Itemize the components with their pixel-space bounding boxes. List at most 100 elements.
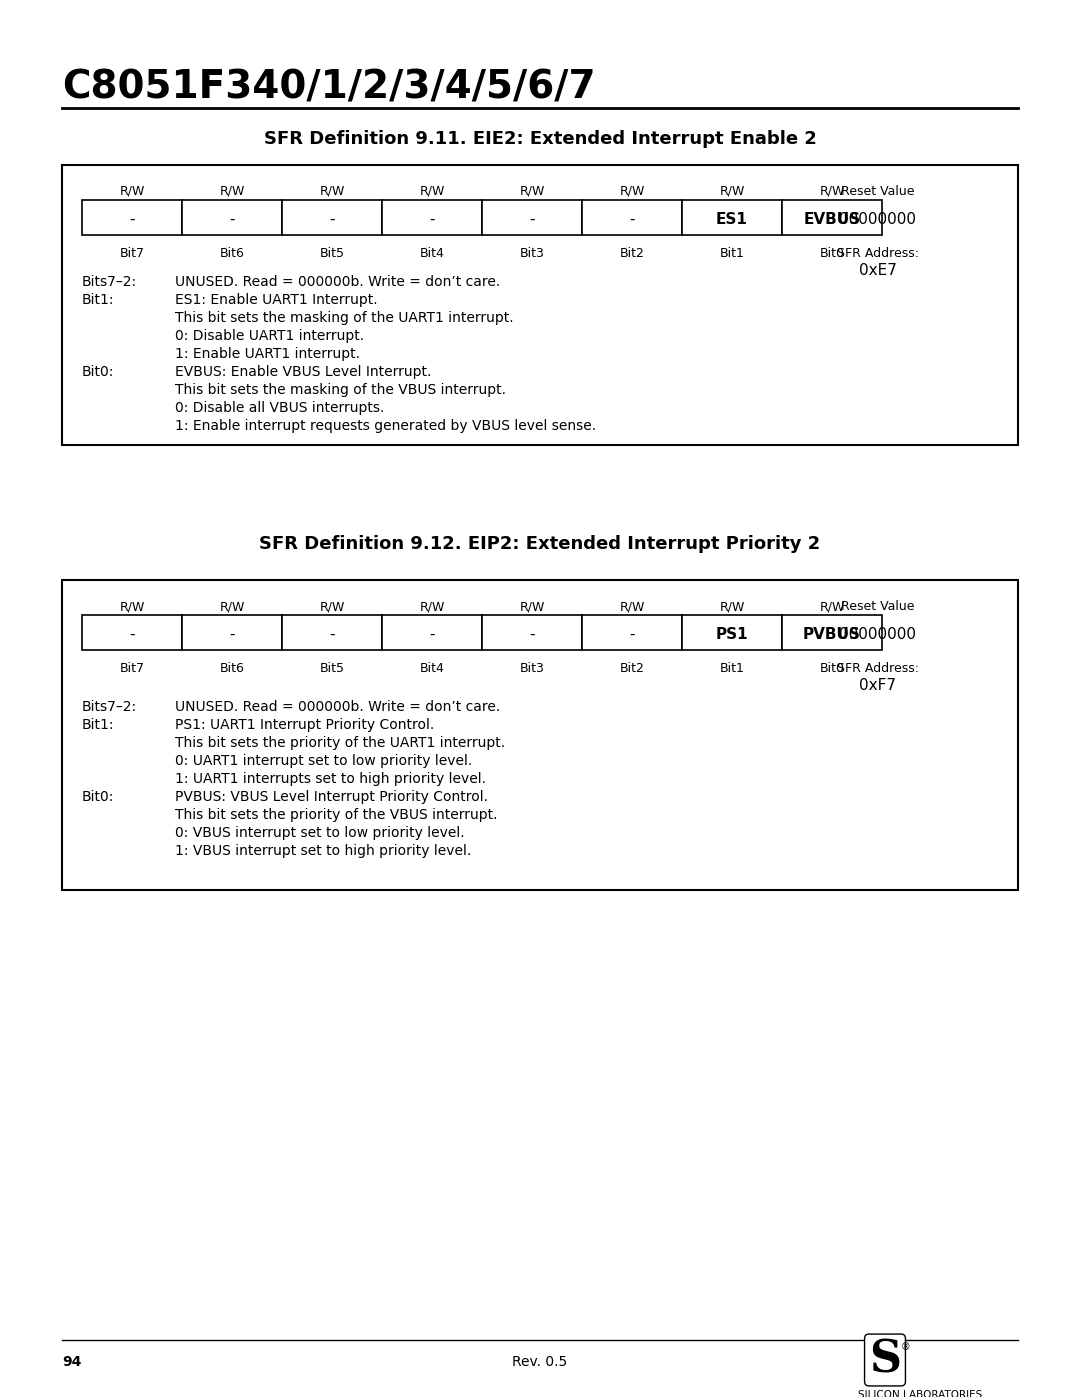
Text: Bit3: Bit3 (519, 247, 544, 260)
Text: S: S (869, 1338, 901, 1382)
Text: SILICON LABORATORIES: SILICON LABORATORIES (858, 1390, 982, 1397)
Text: Bits7–2:: Bits7–2: (82, 275, 137, 289)
Text: -: - (130, 212, 135, 226)
Text: Bit1:: Bit1: (82, 718, 114, 732)
Text: Bit0: Bit0 (820, 662, 845, 675)
Text: -: - (429, 627, 435, 643)
Text: -: - (529, 212, 535, 226)
Text: -: - (429, 212, 435, 226)
Text: C8051F340/1/2/3/4/5/6/7: C8051F340/1/2/3/4/5/6/7 (62, 68, 596, 106)
Text: SFR Definition 9.11. EIE2: Extended Interrupt Enable 2: SFR Definition 9.11. EIE2: Extended Inte… (264, 130, 816, 148)
Text: This bit sets the priority of the VBUS interrupt.: This bit sets the priority of the VBUS i… (175, 807, 498, 821)
Text: Bit6: Bit6 (219, 247, 244, 260)
Bar (282, 200, 382, 235)
Text: R/W: R/W (419, 184, 445, 198)
Text: R/W: R/W (320, 184, 345, 198)
Text: EVBUS: EVBUS (804, 212, 861, 226)
Text: R/W: R/W (719, 599, 745, 613)
Text: PS1: UART1 Interrupt Priority Control.: PS1: UART1 Interrupt Priority Control. (175, 718, 434, 732)
Text: R/W: R/W (219, 599, 245, 613)
Text: R/W: R/W (619, 184, 645, 198)
Bar (782, 200, 882, 235)
Text: Bit7: Bit7 (120, 247, 145, 260)
Text: -: - (229, 627, 234, 643)
Text: Bit5: Bit5 (320, 662, 345, 675)
Text: PVBUS: PVBUS (804, 627, 861, 643)
Text: ®: ® (900, 1343, 909, 1352)
Text: R/W: R/W (419, 599, 445, 613)
Text: Reset Value: Reset Value (841, 184, 915, 198)
Text: 0xF7: 0xF7 (860, 678, 896, 693)
Text: -: - (630, 212, 635, 226)
Text: 00000000: 00000000 (839, 627, 917, 643)
Text: This bit sets the masking of the UART1 interrupt.: This bit sets the masking of the UART1 i… (175, 312, 514, 326)
Text: Bit1: Bit1 (719, 247, 744, 260)
Text: R/W: R/W (519, 599, 544, 613)
Text: R/W: R/W (119, 184, 145, 198)
Text: Bit2: Bit2 (620, 247, 645, 260)
Text: 0: Disable UART1 interrupt.: 0: Disable UART1 interrupt. (175, 330, 364, 344)
Text: Bit3: Bit3 (519, 662, 544, 675)
Text: ES1: ES1 (716, 212, 748, 226)
Text: -: - (630, 627, 635, 643)
Text: 0: VBUS interrupt set to low priority level.: 0: VBUS interrupt set to low priority le… (175, 826, 464, 840)
Bar (681, 615, 782, 650)
Text: 1: UART1 interrupts set to high priority level.: 1: UART1 interrupts set to high priority… (175, 773, 486, 787)
Text: Bit4: Bit4 (419, 247, 445, 260)
Text: SFR Address:: SFR Address: (837, 247, 919, 260)
Text: Bits7–2:: Bits7–2: (82, 700, 137, 714)
Bar (183, 200, 282, 235)
Text: Reset Value: Reset Value (841, 599, 915, 613)
Text: Bit1: Bit1 (719, 662, 744, 675)
Bar (183, 615, 282, 650)
Bar (82, 615, 183, 650)
FancyBboxPatch shape (62, 580, 1018, 890)
Text: UNUSED. Read = 000000b. Write = don’t care.: UNUSED. Read = 000000b. Write = don’t ca… (175, 275, 500, 289)
Text: R/W: R/W (820, 184, 845, 198)
Text: Bit0:: Bit0: (82, 789, 114, 805)
FancyBboxPatch shape (62, 165, 1018, 446)
Text: -: - (130, 627, 135, 643)
Text: SFR Address:: SFR Address: (837, 662, 919, 675)
Text: 1: Enable interrupt requests generated by VBUS level sense.: 1: Enable interrupt requests generated b… (175, 419, 596, 433)
Bar (482, 200, 582, 235)
Text: Bit2: Bit2 (620, 662, 645, 675)
Text: Rev. 0.5: Rev. 0.5 (512, 1355, 568, 1369)
Text: R/W: R/W (619, 599, 645, 613)
Text: R/W: R/W (820, 599, 845, 613)
Text: 00000000: 00000000 (839, 212, 917, 226)
Text: Bit0:: Bit0: (82, 365, 114, 379)
Bar (482, 615, 582, 650)
Text: UNUSED. Read = 000000b. Write = don’t care.: UNUSED. Read = 000000b. Write = don’t ca… (175, 700, 500, 714)
Text: 0: UART1 interrupt set to low priority level.: 0: UART1 interrupt set to low priority l… (175, 754, 472, 768)
Text: 1: Enable UART1 interrupt.: 1: Enable UART1 interrupt. (175, 346, 360, 360)
Bar (382, 615, 482, 650)
Bar (582, 615, 681, 650)
Text: -: - (529, 627, 535, 643)
Text: R/W: R/W (519, 184, 544, 198)
Text: 0xE7: 0xE7 (859, 263, 896, 278)
Bar (782, 615, 882, 650)
Text: Bit7: Bit7 (120, 662, 145, 675)
Text: Bit5: Bit5 (320, 247, 345, 260)
Bar (382, 200, 482, 235)
Text: -: - (329, 627, 335, 643)
Text: 94: 94 (62, 1355, 81, 1369)
Text: PS1: PS1 (716, 627, 748, 643)
Text: EVBUS: Enable VBUS Level Interrupt.: EVBUS: Enable VBUS Level Interrupt. (175, 365, 431, 379)
Text: R/W: R/W (320, 599, 345, 613)
Text: Bit0: Bit0 (820, 247, 845, 260)
Text: Bit4: Bit4 (419, 662, 445, 675)
Text: Bit6: Bit6 (219, 662, 244, 675)
Bar (582, 200, 681, 235)
Text: This bit sets the masking of the VBUS interrupt.: This bit sets the masking of the VBUS in… (175, 383, 507, 397)
Text: Bit1:: Bit1: (82, 293, 114, 307)
Text: This bit sets the priority of the UART1 interrupt.: This bit sets the priority of the UART1 … (175, 736, 505, 750)
Text: ES1: Enable UART1 Interrupt.: ES1: Enable UART1 Interrupt. (175, 293, 378, 307)
Text: -: - (229, 212, 234, 226)
Text: -: - (329, 212, 335, 226)
Text: R/W: R/W (719, 184, 745, 198)
Text: PVBUS: VBUS Level Interrupt Priority Control.: PVBUS: VBUS Level Interrupt Priority Con… (175, 789, 488, 805)
Text: R/W: R/W (119, 599, 145, 613)
Text: 1: VBUS interrupt set to high priority level.: 1: VBUS interrupt set to high priority l… (175, 844, 471, 858)
